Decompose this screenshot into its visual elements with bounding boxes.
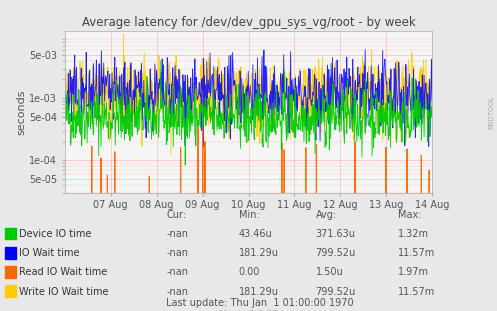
- Text: Max:: Max:: [398, 210, 421, 220]
- Text: IO Wait time: IO Wait time: [19, 248, 80, 258]
- Text: Read IO Wait time: Read IO Wait time: [19, 267, 107, 277]
- Text: Munin 2.0.57: Munin 2.0.57: [219, 310, 278, 311]
- Text: -nan: -nan: [166, 248, 188, 258]
- Text: 371.63u: 371.63u: [316, 229, 355, 239]
- Text: 0.00: 0.00: [239, 267, 260, 277]
- Text: 11.57m: 11.57m: [398, 248, 435, 258]
- Text: 181.29u: 181.29u: [239, 248, 278, 258]
- Text: Cur:: Cur:: [166, 210, 186, 220]
- Text: 1.97m: 1.97m: [398, 267, 428, 277]
- Text: 43.46u: 43.46u: [239, 229, 272, 239]
- Text: 1.50u: 1.50u: [316, 267, 343, 277]
- Text: 181.29u: 181.29u: [239, 287, 278, 297]
- Text: -nan: -nan: [166, 287, 188, 297]
- Text: 799.52u: 799.52u: [316, 248, 356, 258]
- Text: 11.57m: 11.57m: [398, 287, 435, 297]
- Text: 799.52u: 799.52u: [316, 287, 356, 297]
- Text: -nan: -nan: [166, 229, 188, 239]
- Text: Device IO time: Device IO time: [19, 229, 91, 239]
- Text: -nan: -nan: [166, 267, 188, 277]
- Text: Write IO Wait time: Write IO Wait time: [19, 287, 108, 297]
- Text: Min:: Min:: [239, 210, 259, 220]
- Title: Average latency for /dev/dev_gpu_sys_vg/root - by week: Average latency for /dev/dev_gpu_sys_vg/…: [82, 16, 415, 29]
- Text: Last update: Thu Jan  1 01:00:00 1970: Last update: Thu Jan 1 01:00:00 1970: [166, 298, 354, 308]
- Text: RRDTOOL: RRDTOOL: [488, 95, 494, 129]
- Y-axis label: seconds: seconds: [16, 89, 26, 135]
- Text: 1.32m: 1.32m: [398, 229, 428, 239]
- Text: Avg:: Avg:: [316, 210, 337, 220]
